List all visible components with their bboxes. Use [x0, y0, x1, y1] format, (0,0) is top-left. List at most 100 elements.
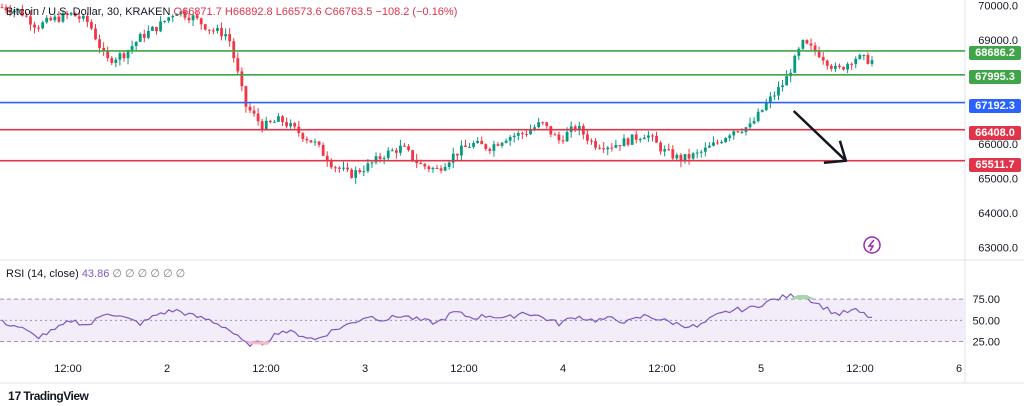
candle-body — [350, 169, 354, 178]
candle-body — [16, 9, 20, 11]
rsi-label[interactable]: RSI (14, close) — [6, 268, 79, 280]
candle-body — [252, 110, 256, 114]
candle-body — [122, 53, 126, 59]
candle-body — [834, 65, 837, 69]
candle-body — [203, 24, 207, 30]
candle-body — [443, 166, 447, 171]
candle-body — [716, 142, 719, 144]
candle-body — [33, 24, 36, 28]
candle-body — [642, 137, 646, 140]
candle-body — [614, 145, 618, 148]
candle-body — [24, 15, 28, 17]
candle-body — [41, 22, 45, 29]
time-tick-label: 12:00 — [450, 363, 478, 375]
candle-body — [399, 145, 402, 153]
time-tick-label: 12:00 — [54, 363, 82, 375]
candle-body — [370, 162, 374, 164]
candle-body — [858, 55, 862, 59]
candle-body — [618, 145, 622, 147]
candle-body — [102, 47, 106, 51]
candle-body — [4, 7, 8, 11]
candle-body — [809, 43, 813, 46]
candle-body — [293, 123, 297, 127]
candle-body — [516, 133, 520, 136]
candle-body — [289, 123, 293, 127]
price-tick-label: 64000.0 — [978, 208, 1018, 220]
candle-body — [630, 134, 634, 145]
candle-body — [386, 150, 390, 159]
candle-body — [545, 122, 549, 127]
candle-body — [281, 116, 284, 123]
candle-body — [683, 154, 687, 162]
rsi-tick-label: 50.00 — [972, 315, 1000, 327]
candle-body — [317, 141, 321, 145]
candle-body — [264, 120, 268, 130]
candle-body — [850, 63, 854, 65]
level-badge-67995: 67995.3 — [969, 70, 1021, 84]
candle-body — [520, 133, 524, 135]
forecast-arrow-head — [823, 140, 848, 165]
candle-body — [342, 167, 345, 169]
candle-body — [382, 158, 386, 160]
candle-body — [862, 54, 866, 56]
candle-body — [500, 142, 504, 146]
candle-body — [724, 138, 728, 143]
candle-body — [313, 141, 317, 143]
candle-body — [45, 17, 49, 23]
candle-body — [671, 149, 675, 159]
candle-body — [707, 145, 711, 148]
candle-body — [468, 146, 471, 148]
candle-body — [301, 133, 305, 139]
candle-body — [447, 162, 451, 167]
candle-body — [602, 148, 606, 150]
candle-body — [232, 41, 236, 59]
candle-body — [691, 153, 695, 159]
candle-body — [590, 140, 593, 142]
candle-body — [752, 121, 756, 124]
level-badge-65511: 65511.7 — [969, 158, 1021, 172]
candle-body — [512, 135, 516, 137]
candle-body — [764, 102, 768, 110]
candle-body — [842, 67, 845, 70]
candle-body — [309, 140, 313, 143]
tradingview-brand[interactable]: 17 TradingView — [8, 389, 89, 403]
price-tick-label: 66000.0 — [978, 139, 1018, 151]
symbol-label[interactable]: Bitcoin / U.S. Dollar, 30, KRAKEN — [6, 6, 171, 18]
candle-body — [8, 10, 12, 13]
candle-body — [236, 58, 240, 72]
candle-body — [378, 156, 382, 159]
change-value: −108.2 (−0.16%) — [375, 6, 458, 18]
candle-body — [675, 154, 679, 159]
price-tick-label: 70000.0 — [978, 0, 1018, 12]
candle-body — [565, 131, 569, 142]
candle-body — [57, 16, 61, 22]
candle-body — [431, 167, 435, 170]
time-tick-label: 12:00 — [252, 363, 280, 375]
candle-body — [106, 50, 110, 59]
candle-body — [838, 65, 841, 68]
candle-body — [260, 121, 264, 130]
time-tick-label: 3 — [362, 363, 368, 375]
candle-body — [207, 29, 211, 31]
candle-body — [427, 166, 431, 170]
candle-body — [805, 40, 809, 44]
candle-body — [699, 151, 703, 153]
candle-body — [695, 152, 699, 154]
candle-body — [419, 163, 423, 165]
candle-body — [146, 30, 150, 38]
candle-body — [866, 54, 870, 64]
candle-body — [703, 147, 707, 152]
candle-body — [817, 51, 821, 58]
candle-body — [541, 122, 545, 124]
candle-body — [756, 111, 760, 122]
candle-body — [622, 138, 626, 147]
rsi-legend: RSI (14, close) 43.86 ∅ ∅ ∅ ∅ ∅ ∅ — [6, 267, 185, 280]
candle-body — [321, 144, 325, 156]
candle-body — [634, 134, 638, 140]
candle-body — [537, 122, 541, 128]
candle-body — [175, 14, 179, 16]
candle-body — [529, 129, 532, 135]
candle-body — [94, 28, 97, 40]
candle-body — [801, 40, 805, 49]
